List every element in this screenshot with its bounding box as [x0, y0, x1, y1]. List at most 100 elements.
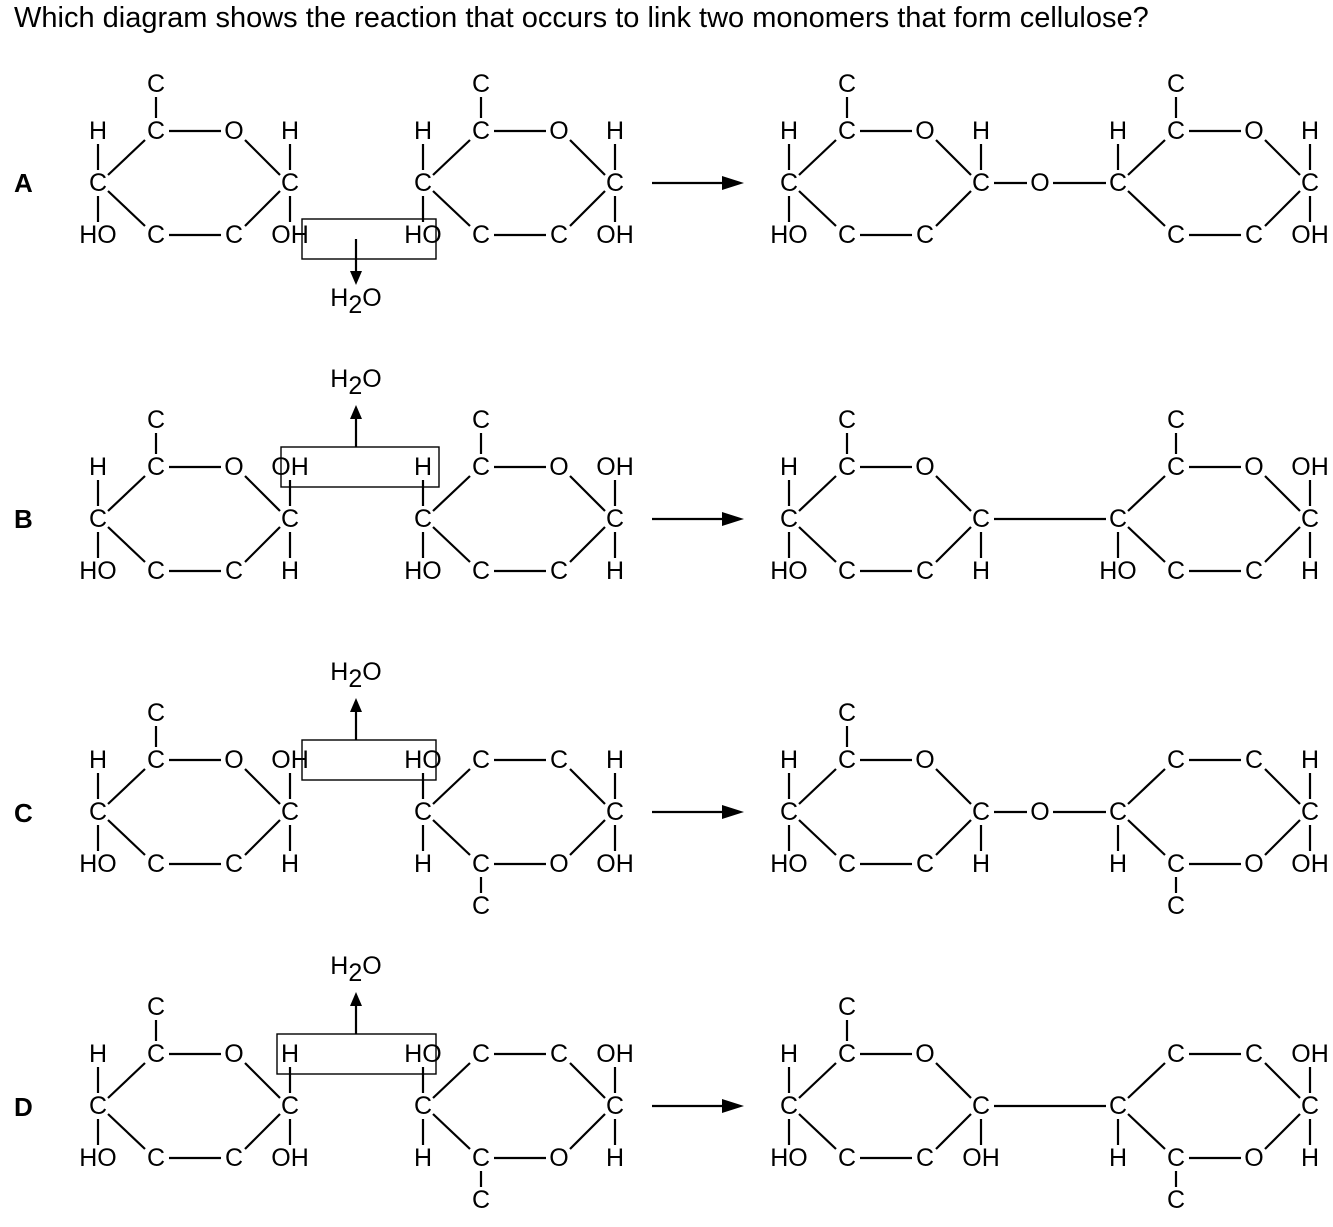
hydrogen-atom: H	[414, 453, 432, 481]
carbon-atom: C	[780, 169, 798, 197]
carbon-atom: C	[1167, 1144, 1185, 1172]
carbon-atom: C	[225, 557, 243, 585]
carbon-atom: C	[606, 798, 624, 826]
bond-line	[569, 190, 606, 227]
hydrogen-atom: H	[414, 117, 432, 145]
bond-line	[798, 190, 837, 227]
carbon-atom: C	[1109, 505, 1127, 533]
hydroxyl-group: HO	[1099, 557, 1137, 585]
bond-line	[1264, 1062, 1301, 1099]
hydrogen-atom: H	[89, 746, 107, 774]
carbon-atom: C	[838, 117, 856, 145]
option-label-a[interactable]: A	[14, 168, 33, 198]
side-chain-carbon: C	[1167, 70, 1185, 98]
reaction-arrow-head	[722, 805, 744, 819]
carbon-atom: C	[916, 850, 934, 878]
ring-oxygen-atom: O	[915, 117, 934, 145]
hydroxyl-group: HO	[770, 850, 808, 878]
hydrogen-atom: H	[1109, 117, 1127, 145]
bond-line	[935, 139, 972, 176]
bond-line	[569, 1113, 606, 1150]
carbon-atom: C	[147, 850, 165, 878]
carbon-atom: C	[838, 1040, 856, 1068]
bond-line	[107, 139, 146, 176]
hydroxyl-group: OH	[596, 453, 634, 481]
side-chain-carbon: C	[147, 993, 165, 1021]
bond-line	[798, 1113, 837, 1150]
hydroxyl-group: OH	[1291, 453, 1329, 481]
carbon-atom: C	[89, 505, 107, 533]
bond-line	[244, 819, 281, 856]
ring-oxygen-atom: O	[549, 453, 568, 481]
carbon-atom: C	[972, 1092, 990, 1120]
water-arrow-head	[350, 698, 362, 712]
reaction-arrow-head	[722, 512, 744, 526]
side-chain-carbon: C	[838, 406, 856, 434]
carbon-atom: C	[916, 557, 934, 585]
hydroxyl-group: OH	[1291, 850, 1329, 878]
bond-line	[244, 768, 281, 805]
option-label-c[interactable]: C	[14, 798, 33, 828]
hydroxyl-group: OH	[271, 746, 309, 774]
hydroxyl-group: OH	[271, 453, 309, 481]
carbon-atom: C	[1167, 746, 1185, 774]
carbon-atom: C	[281, 505, 299, 533]
highlight-box	[280, 446, 440, 488]
bond-line	[107, 819, 146, 856]
bond-line	[798, 819, 837, 856]
bond-line	[244, 1113, 281, 1150]
hydrogen-atom: H	[606, 557, 624, 585]
bond-line	[107, 526, 146, 563]
carbon-atom: C	[780, 505, 798, 533]
water-arrow-head	[350, 992, 362, 1006]
question-text: Which diagram shows the reaction that oc…	[14, 2, 1149, 34]
carbon-atom: C	[916, 221, 934, 249]
water-molecule: H2O	[330, 952, 381, 987]
carbon-atom: C	[472, 1040, 490, 1068]
bond-line	[1127, 768, 1166, 805]
bond-line	[798, 139, 837, 176]
ring-oxygen-atom: O	[1244, 850, 1263, 878]
option-label-d[interactable]: D	[14, 1092, 33, 1122]
ring-oxygen-atom: O	[549, 117, 568, 145]
carbon-atom: C	[550, 1040, 568, 1068]
hydrogen-atom: H	[89, 453, 107, 481]
hydroxyl-group: HO	[79, 557, 117, 585]
bond-line	[432, 768, 471, 805]
bond-line	[935, 526, 972, 563]
carbon-atom: C	[472, 557, 490, 585]
water-arrow-head	[350, 405, 362, 419]
bond-line	[935, 768, 972, 805]
carbon-atom: C	[972, 169, 990, 197]
carbon-atom: C	[414, 505, 432, 533]
carbon-atom: C	[1167, 557, 1185, 585]
side-chain-carbon: C	[472, 406, 490, 434]
ring-oxygen-atom: O	[1244, 1144, 1263, 1172]
hydrogen-atom: H	[281, 117, 299, 145]
hydrogen-atom: H	[972, 557, 990, 585]
carbon-atom: C	[1301, 798, 1319, 826]
carbon-atom: C	[838, 453, 856, 481]
highlight-box	[301, 739, 437, 781]
side-chain-carbon: C	[472, 1186, 490, 1214]
carbon-atom: C	[147, 221, 165, 249]
hydroxyl-group: OH	[271, 221, 309, 249]
bond-line	[1127, 475, 1166, 512]
reaction-arrow-head	[722, 176, 744, 190]
bond-line	[244, 475, 281, 512]
carbon-atom: C	[472, 453, 490, 481]
bond-line	[1264, 526, 1301, 563]
carbon-atom: C	[606, 505, 624, 533]
side-chain-carbon: C	[472, 70, 490, 98]
water-arrow-head	[350, 271, 362, 285]
carbon-atom: C	[838, 221, 856, 249]
option-label-b[interactable]: B	[14, 504, 33, 534]
hydroxyl-group: HO	[404, 557, 442, 585]
hydrogen-atom: H	[414, 850, 432, 878]
bond-line	[1127, 526, 1166, 563]
bond-line	[935, 475, 972, 512]
carbon-atom: C	[281, 798, 299, 826]
carbon-atom: C	[550, 557, 568, 585]
hydrogen-atom: H	[606, 117, 624, 145]
hydrogen-atom: H	[780, 746, 798, 774]
